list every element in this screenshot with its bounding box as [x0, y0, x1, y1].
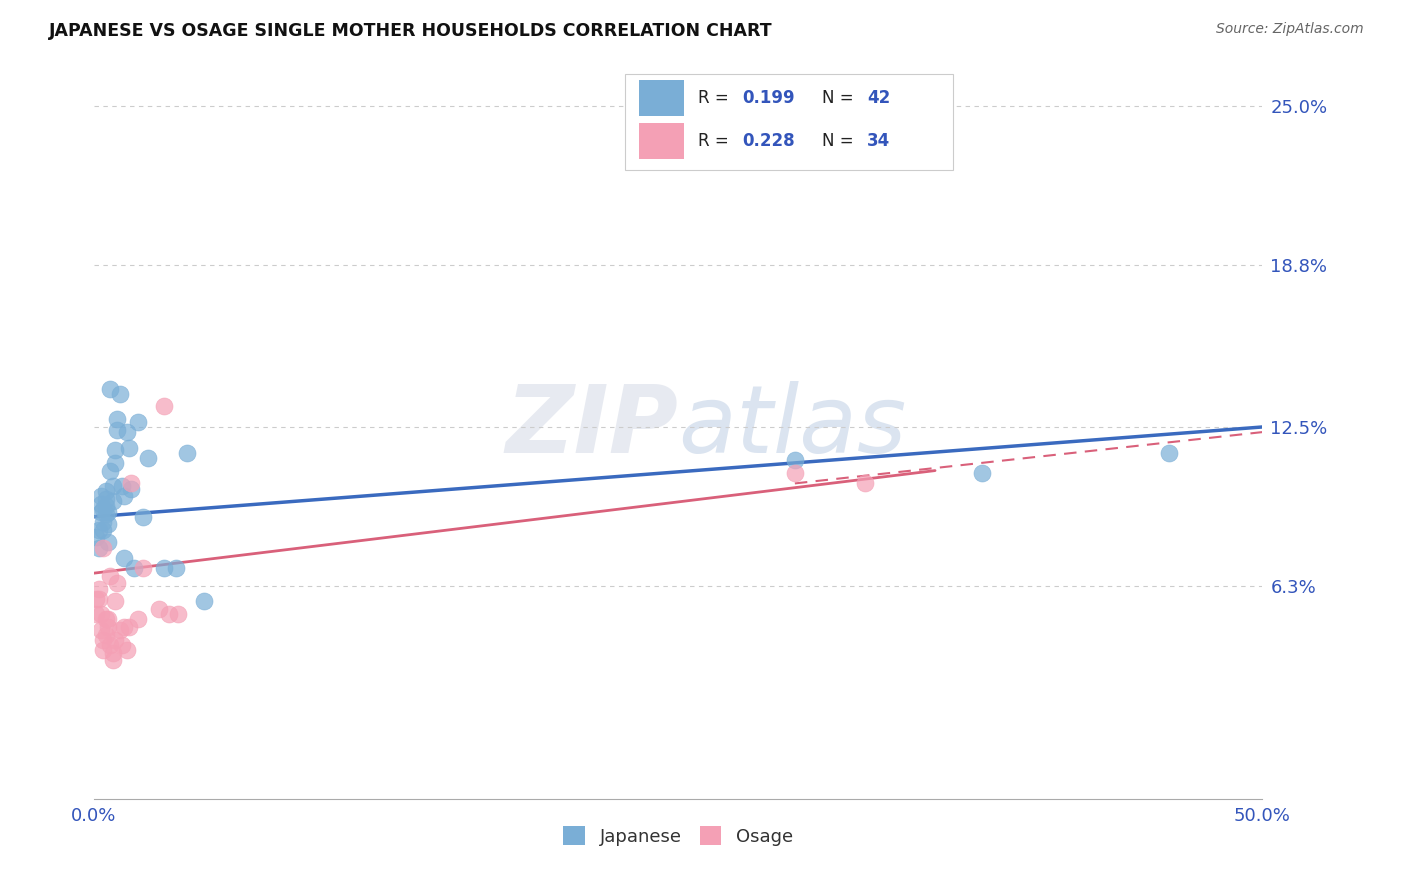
Text: ZIP: ZIP [505, 381, 678, 473]
Point [94, 612, 117, 626]
Point [90, 497, 112, 511]
Point [136, 450, 159, 465]
Text: 0.199: 0.199 [742, 89, 794, 107]
Point [104, 456, 127, 470]
Point [108, 623, 131, 637]
Point [97, 620, 120, 634]
Text: JAPANESE VS OSAGE SINGLE MOTHER HOUSEHOLDS CORRELATION CHART: JAPANESE VS OSAGE SINGLE MOTHER HOUSEHOL… [49, 22, 773, 40]
Point [87, 541, 110, 555]
FancyBboxPatch shape [626, 74, 953, 170]
Point [91, 632, 114, 647]
Point [118, 441, 141, 455]
Point [97, 535, 120, 549]
Text: N =: N = [821, 132, 859, 150]
Point [101, 646, 124, 660]
Point [127, 415, 149, 429]
Legend: Japanese, Osage: Japanese, Osage [564, 826, 793, 846]
Point [111, 479, 134, 493]
Point [112, 550, 135, 565]
Point [98, 638, 121, 652]
Point [90, 505, 112, 519]
Point [101, 653, 124, 667]
Point [105, 412, 128, 426]
Point [91, 502, 114, 516]
Point [165, 561, 187, 575]
Point [148, 602, 170, 616]
Point [970, 466, 993, 480]
Text: 34: 34 [868, 132, 890, 150]
Point [90, 623, 112, 637]
Text: atlas: atlas [678, 382, 907, 473]
Point [120, 482, 142, 496]
Point [153, 561, 176, 575]
Text: R =: R = [697, 132, 734, 150]
Point [84, 530, 107, 544]
Point [104, 632, 127, 647]
Point [94, 507, 117, 521]
Point [167, 607, 190, 622]
Point [97, 612, 120, 626]
Point [94, 484, 117, 499]
Point [104, 594, 127, 608]
Point [94, 491, 117, 506]
Point [90, 489, 112, 503]
Point [87, 582, 110, 596]
Point [157, 607, 180, 622]
Point [1157, 445, 1180, 459]
Bar [640, 123, 683, 159]
Point [153, 400, 176, 414]
Point [91, 643, 114, 657]
Point [120, 476, 142, 491]
Point [97, 517, 120, 532]
Point [98, 382, 121, 396]
Point [101, 494, 124, 508]
Point [127, 612, 149, 626]
Text: R =: R = [697, 89, 734, 107]
Point [783, 466, 806, 480]
Point [94, 500, 117, 514]
Bar [640, 80, 683, 116]
Text: N =: N = [821, 89, 859, 107]
Point [91, 523, 114, 537]
Point [118, 620, 141, 634]
Point [115, 643, 138, 657]
Point [90, 607, 112, 622]
Point [108, 386, 131, 401]
Text: 0.228: 0.228 [742, 132, 794, 150]
Point [105, 423, 128, 437]
Point [87, 591, 110, 606]
Point [783, 453, 806, 467]
Text: 42: 42 [868, 89, 890, 107]
Point [101, 479, 124, 493]
Point [98, 464, 121, 478]
Point [91, 515, 114, 529]
Point [122, 561, 145, 575]
Point [105, 576, 128, 591]
Point [132, 509, 155, 524]
Point [84, 607, 107, 622]
Point [111, 638, 134, 652]
Point [193, 594, 215, 608]
Point [98, 568, 121, 582]
Point [91, 541, 114, 555]
Point [97, 505, 120, 519]
Point [87, 523, 110, 537]
Point [94, 628, 117, 642]
Point [853, 476, 876, 491]
Point [176, 445, 198, 459]
Point [132, 561, 155, 575]
Point [112, 620, 135, 634]
Point [115, 425, 138, 439]
Point [104, 443, 127, 458]
Point [84, 591, 107, 606]
Point [112, 489, 135, 503]
Text: Source: ZipAtlas.com: Source: ZipAtlas.com [1216, 22, 1364, 37]
